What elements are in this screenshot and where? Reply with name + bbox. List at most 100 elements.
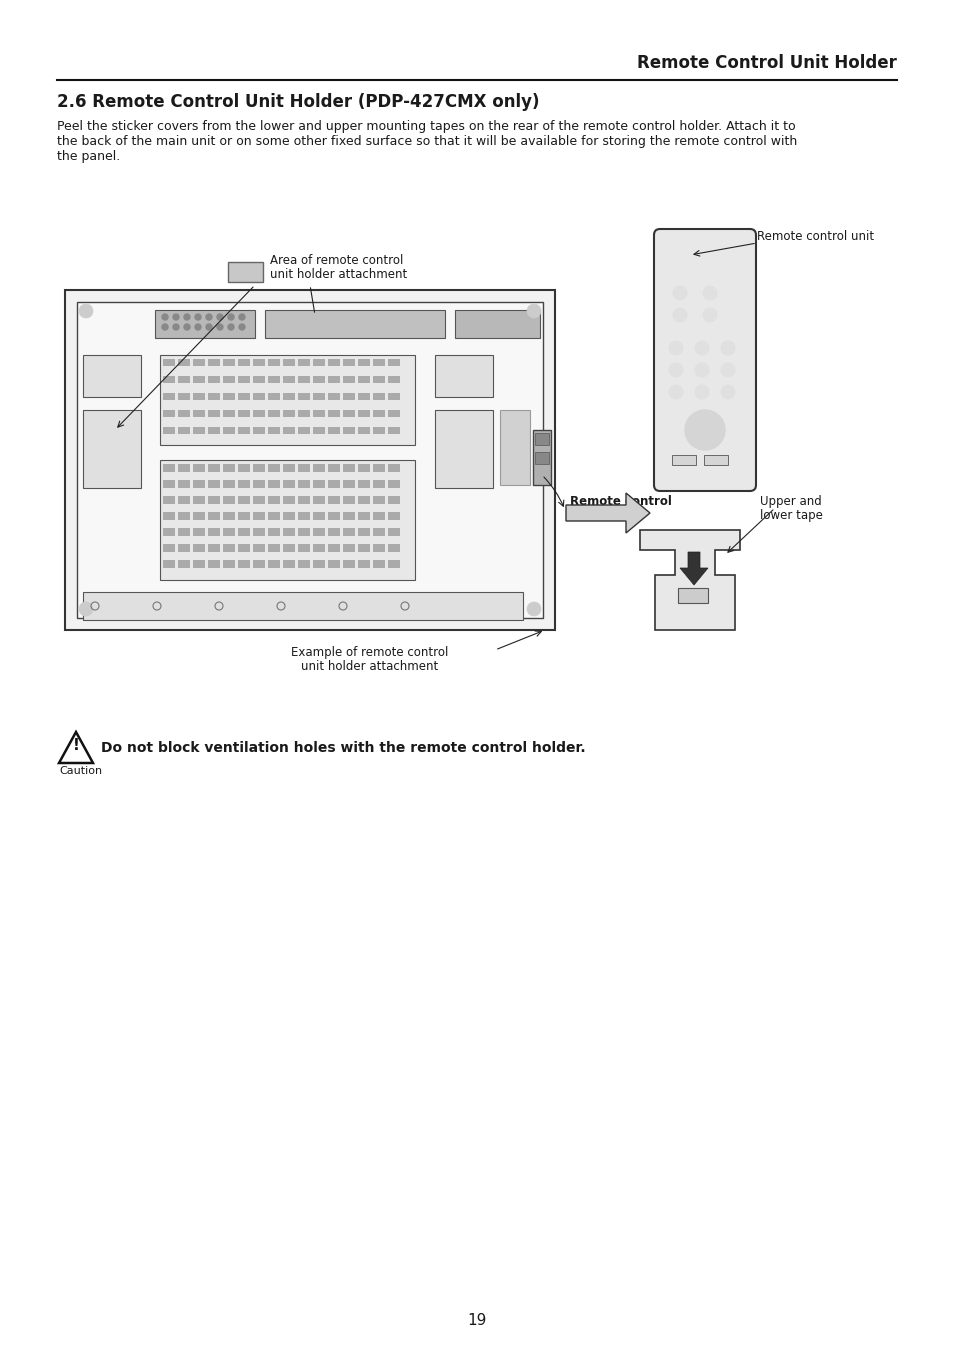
Circle shape <box>720 340 734 355</box>
Bar <box>297 496 310 504</box>
Circle shape <box>239 324 245 330</box>
Bar <box>163 409 174 417</box>
Bar <box>253 427 265 434</box>
Bar <box>283 561 294 567</box>
Bar <box>223 393 234 400</box>
Bar <box>253 544 265 553</box>
Bar <box>435 409 493 488</box>
Bar <box>283 544 294 553</box>
Bar <box>83 409 141 488</box>
Text: unit holder attachment: unit holder attachment <box>301 661 438 673</box>
Bar <box>313 561 325 567</box>
Bar <box>163 561 174 567</box>
Bar <box>373 544 385 553</box>
Bar <box>297 528 310 536</box>
Bar <box>77 303 542 617</box>
Polygon shape <box>565 493 649 534</box>
Bar <box>253 561 265 567</box>
Bar <box>313 359 325 366</box>
Bar <box>237 376 250 382</box>
Bar <box>193 393 205 400</box>
Text: Upper and: Upper and <box>760 494 821 508</box>
Text: !: ! <box>72 739 79 754</box>
Bar <box>455 309 539 338</box>
Circle shape <box>720 385 734 399</box>
Bar <box>178 544 190 553</box>
Bar <box>163 359 174 366</box>
Bar <box>343 463 355 471</box>
Bar <box>268 359 280 366</box>
Bar <box>343 496 355 504</box>
Bar <box>163 544 174 553</box>
Bar <box>328 561 339 567</box>
Bar <box>297 480 310 488</box>
Bar <box>154 309 254 338</box>
Bar <box>163 480 174 488</box>
Text: 2.6 Remote Control Unit Holder (PDP-427CMX only): 2.6 Remote Control Unit Holder (PDP-427C… <box>57 93 539 111</box>
Bar <box>357 393 370 400</box>
Bar <box>297 463 310 471</box>
Bar <box>65 290 555 630</box>
Bar <box>297 544 310 553</box>
Bar <box>193 512 205 520</box>
Bar <box>253 409 265 417</box>
Bar <box>178 409 190 417</box>
Bar <box>388 512 399 520</box>
Text: Remote control: Remote control <box>569 494 671 508</box>
Bar <box>328 463 339 471</box>
Bar <box>193 359 205 366</box>
Bar <box>178 528 190 536</box>
Bar <box>357 496 370 504</box>
Text: the panel.: the panel. <box>57 150 120 163</box>
Bar <box>223 496 234 504</box>
Bar <box>208 409 220 417</box>
Circle shape <box>228 324 233 330</box>
Bar <box>208 359 220 366</box>
Bar <box>328 528 339 536</box>
Bar <box>237 561 250 567</box>
Bar <box>208 376 220 382</box>
Bar <box>223 480 234 488</box>
Bar <box>237 427 250 434</box>
Bar <box>253 496 265 504</box>
Bar <box>297 427 310 434</box>
Circle shape <box>162 324 168 330</box>
Bar <box>328 480 339 488</box>
Bar <box>297 393 310 400</box>
Circle shape <box>668 385 682 399</box>
Bar <box>208 427 220 434</box>
Bar <box>297 359 310 366</box>
Bar <box>223 409 234 417</box>
Circle shape <box>695 385 708 399</box>
Bar <box>373 409 385 417</box>
Bar <box>237 544 250 553</box>
Bar <box>357 427 370 434</box>
Bar <box>343 393 355 400</box>
Bar <box>237 512 250 520</box>
Bar <box>357 463 370 471</box>
Bar <box>193 528 205 536</box>
Circle shape <box>172 324 179 330</box>
Bar <box>178 376 190 382</box>
Bar <box>208 544 220 553</box>
Bar <box>163 393 174 400</box>
Bar <box>357 376 370 382</box>
Bar <box>313 463 325 471</box>
Bar <box>313 528 325 536</box>
Bar <box>178 480 190 488</box>
Bar <box>223 512 234 520</box>
Bar <box>178 463 190 471</box>
Bar <box>343 409 355 417</box>
Bar <box>228 262 263 282</box>
Bar <box>193 544 205 553</box>
Text: Peel the sticker covers from the lower and upper mounting tapes on the rear of t: Peel the sticker covers from the lower a… <box>57 120 795 132</box>
Bar <box>283 496 294 504</box>
Bar <box>178 427 190 434</box>
Bar <box>223 376 234 382</box>
Bar <box>297 561 310 567</box>
Circle shape <box>526 603 540 616</box>
Bar <box>343 376 355 382</box>
Bar <box>373 496 385 504</box>
Bar <box>268 463 280 471</box>
Bar <box>208 393 220 400</box>
